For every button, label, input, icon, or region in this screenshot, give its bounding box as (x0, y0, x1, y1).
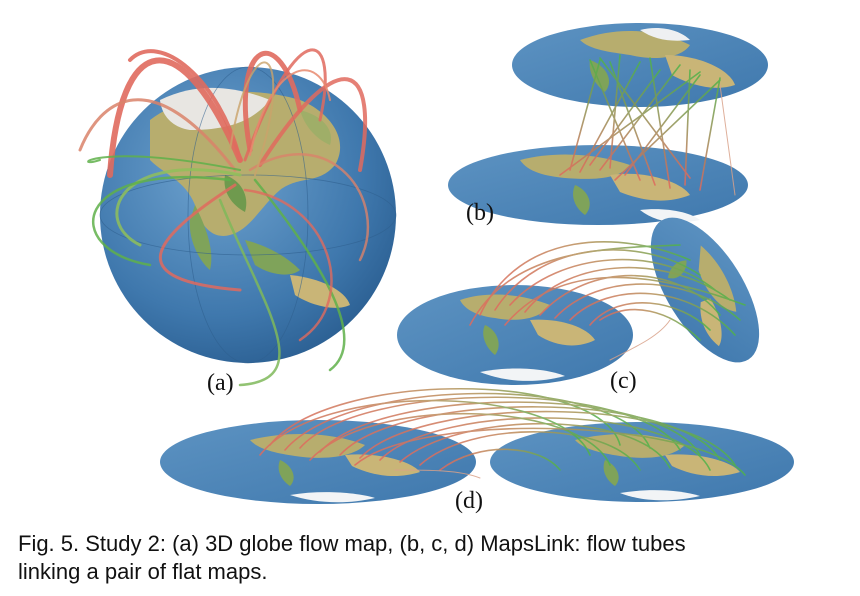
figure-caption: Fig. 5. Study 2: (a) 3D globe flow map, … (18, 530, 848, 586)
panel-b-maps (448, 23, 768, 225)
figure (78, 23, 794, 504)
panel-label-b: (b) (466, 200, 494, 226)
panel-a-globe (78, 48, 397, 387)
caption-line-2: linking a pair of flat maps. (18, 559, 268, 584)
panel-d-maps (160, 387, 794, 504)
panel-label-c: (c) (610, 368, 637, 394)
panel-c-maps (397, 217, 760, 385)
panel-label-d: (d) (455, 488, 483, 514)
caption-line-1: Fig. 5. Study 2: (a) 3D globe flow map, … (18, 531, 686, 556)
panel-label-a: (a) (207, 370, 234, 396)
